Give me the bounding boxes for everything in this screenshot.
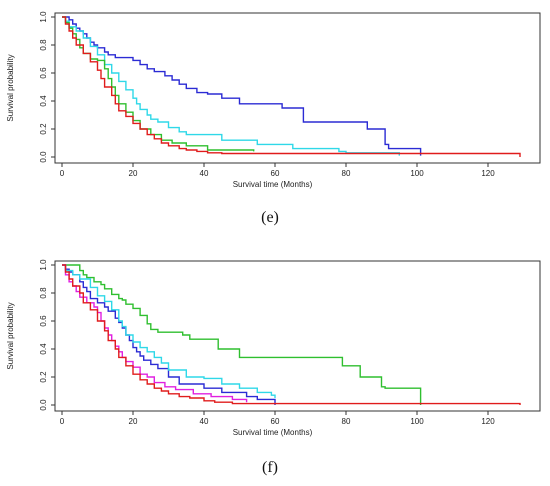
survival-curve-3 [62, 16, 255, 152]
panel-label: (e) [261, 209, 279, 226]
survival-curve-2 [62, 16, 400, 156]
y-tick-label: 0.6 [39, 67, 48, 79]
panel-label: (f) [262, 459, 278, 476]
x-tick-label: 100 [410, 417, 424, 426]
x-tick-label: 80 [342, 169, 351, 178]
y-axis-label: Survival probability [6, 54, 15, 121]
y-tick-label: 0.8 [39, 39, 48, 51]
x-tick-label: 120 [481, 169, 495, 178]
panel-f-chart: 0 20 40 60 80 100 120 0.0 0.2 0.4 0.6 0.8 1.0 Surviva… [6, 259, 541, 476]
x-tick-label: 40 [200, 417, 209, 426]
plot-frame [54, 260, 541, 412]
y-tick-label: 0.6 [39, 315, 48, 327]
x-tick-label: 40 [200, 169, 209, 178]
y-tick-label: 0.4 [39, 343, 48, 355]
survival-curve-5 [62, 264, 521, 405]
y-tick-label: 0.2 [39, 371, 48, 383]
y-tick-label: 1.0 [39, 259, 48, 271]
survival-curve-2 [62, 264, 276, 405]
survival-curve-4 [62, 16, 521, 157]
x-tick-label: 60 [271, 169, 280, 178]
survival-curve-3 [62, 264, 276, 398]
x-tick-label: 20 [129, 417, 138, 426]
x-tick-label: 0 [60, 417, 65, 426]
x-tick-label: 120 [481, 417, 495, 426]
survival-curve-4 [62, 264, 248, 403]
y-tick-label: 0.4 [39, 95, 48, 107]
x-tick-label: 80 [342, 417, 351, 426]
survival-curve-1 [62, 264, 422, 405]
x-axis-label: Survival time (Months) [233, 428, 313, 437]
x-tick-label: 0 [60, 169, 65, 178]
y-tick-label: 0.0 [39, 399, 48, 411]
y-tick-label: 0.0 [39, 151, 48, 163]
x-axis-label: Survival time (Months) [233, 180, 313, 189]
plot-frame [54, 12, 541, 164]
panel-e-chart: 0 20 40 60 80 100 120 0.0 0.2 0.4 0.6 0.8 1.0 Surviva… [6, 11, 541, 226]
x-tick-label: 100 [410, 169, 424, 178]
y-tick-label: 0.8 [39, 287, 48, 299]
y-tick-label: 0.2 [39, 123, 48, 135]
y-axis-label: Survival probability [6, 302, 15, 369]
x-tick-label: 60 [271, 417, 280, 426]
y-tick-label: 1.0 [39, 11, 48, 23]
x-tick-label: 20 [129, 169, 138, 178]
